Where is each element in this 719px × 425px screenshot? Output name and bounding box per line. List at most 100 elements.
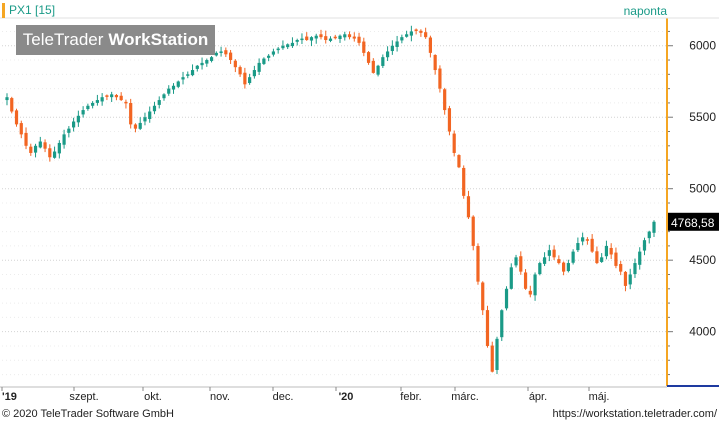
- candle-body: [614, 252, 618, 266]
- y-tick-label: 5500: [689, 110, 716, 124]
- candle-body: [581, 237, 585, 242]
- candle-body: [309, 37, 314, 41]
- candle-body: [452, 133, 456, 153]
- candle-body: [119, 95, 123, 101]
- candle-body: [523, 272, 528, 289]
- candle-body: [5, 97, 9, 101]
- candle-body: [476, 245, 480, 282]
- candle-body: [362, 41, 366, 53]
- candle-body: [43, 142, 47, 149]
- candle-body: [585, 239, 589, 241]
- candle-body: [152, 105, 157, 112]
- period-label[interactable]: naponta: [623, 4, 667, 18]
- candle-body: [571, 251, 575, 263]
- candle-body: [233, 60, 237, 68]
- candle-body: [114, 95, 119, 98]
- candle-body: [462, 167, 466, 196]
- footer-url[interactable]: https://workstation.teletrader.com/: [552, 408, 717, 420]
- candle-body: [343, 34, 347, 38]
- candle-body: [52, 151, 57, 158]
- candle-body: [485, 310, 490, 346]
- candle-body: [209, 57, 214, 61]
- candle-body: [205, 60, 209, 64]
- candle-body: [262, 58, 266, 64]
- candle-body: [248, 77, 252, 84]
- candle-body: [557, 259, 561, 264]
- x-tick-label: '20: [339, 391, 354, 403]
- candle-body: [257, 62, 261, 72]
- candle-body: [100, 97, 104, 102]
- candle-body: [600, 257, 604, 262]
- candle-body: [267, 55, 271, 58]
- candle-body: [195, 65, 199, 69]
- candle-body: [419, 30, 423, 33]
- x-tick-label: dec.: [273, 391, 294, 403]
- candle-body: [638, 251, 642, 265]
- candlestick-series: [5, 25, 656, 375]
- candle-body: [528, 290, 532, 295]
- y-tick-label: 6000: [689, 39, 716, 53]
- candle-body: [314, 35, 318, 39]
- candle-body: [352, 36, 356, 39]
- candle-body: [466, 196, 471, 218]
- candle-body: [338, 35, 342, 39]
- candle-body: [271, 51, 276, 55]
- y-tick-label: 5000: [689, 182, 716, 196]
- candle-body: [604, 245, 609, 257]
- brand-prefix: TeleTrader: [22, 30, 104, 49]
- candle-body: [190, 70, 195, 76]
- x-tick-label: ápr.: [529, 391, 547, 403]
- candle-body: [24, 132, 28, 146]
- candle-body: [590, 238, 594, 252]
- candle-body: [595, 251, 599, 264]
- candle-body: [133, 124, 138, 129]
- candle-body: [381, 57, 385, 66]
- candle-body: [110, 94, 114, 98]
- candle-body: [305, 36, 309, 41]
- candle-body: [105, 95, 109, 97]
- candle-body: [533, 274, 537, 296]
- candle-body: [366, 52, 371, 63]
- last-value-box: [668, 212, 719, 231]
- x-tick-label: febr.: [400, 391, 421, 403]
- candle-body: [167, 88, 171, 94]
- candle-body: [171, 85, 176, 90]
- candle-body: [95, 100, 99, 103]
- candle-body: [67, 128, 71, 133]
- candle-body: [457, 155, 461, 168]
- candle-body: [162, 94, 166, 99]
- legend[interactable]: PX1 [15]: [2, 2, 55, 18]
- chart-grid: [2, 30, 667, 376]
- legend-symbol: PX1 [15]: [9, 3, 56, 17]
- candle-body: [33, 145, 38, 153]
- candle-body: [490, 345, 494, 372]
- candle-body: [243, 72, 247, 85]
- candle-body: [81, 110, 85, 115]
- x-tick-label: '19: [2, 391, 17, 403]
- candle-body: [504, 288, 509, 309]
- y-axis-panel: [667, 0, 719, 386]
- candle-body: [424, 32, 428, 38]
- candle-body: [181, 77, 185, 80]
- candle-body: [86, 105, 90, 110]
- last-value-label: 4768,58: [671, 216, 715, 230]
- candle-body: [552, 249, 556, 258]
- candle-body: [623, 271, 628, 286]
- brand-bold: WorkStation: [108, 30, 209, 49]
- candle-body: [72, 121, 76, 128]
- candle-body: [414, 29, 418, 31]
- brand-logo: TeleTrader WorkStation: [16, 25, 215, 55]
- candle-body: [48, 148, 52, 158]
- candle-body: [405, 34, 409, 37]
- candle-body: [500, 310, 504, 338]
- candle-body: [176, 81, 180, 87]
- candle-body: [433, 54, 437, 71]
- candle-body: [357, 36, 361, 43]
- candle-body: [300, 38, 304, 41]
- candle-body: [566, 263, 570, 272]
- candle-body: [186, 74, 190, 76]
- candle-body: [286, 44, 290, 48]
- candle-body: [376, 65, 380, 75]
- candle-body: [428, 37, 433, 53]
